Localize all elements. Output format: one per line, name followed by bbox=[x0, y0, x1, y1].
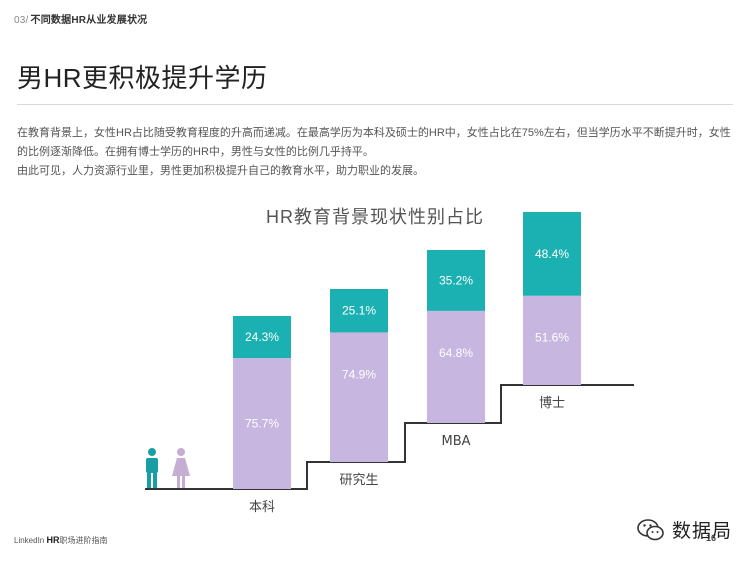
step-baseline bbox=[145, 384, 634, 490]
label-female-4: 51.6% bbox=[535, 331, 569, 345]
footer-brand-suffix: 职场进阶指南 bbox=[59, 536, 108, 545]
label-male-3: 35.2% bbox=[439, 273, 473, 287]
intro-paragraph-1: 在教育背景上，女性HR占比随受教育程度的升高而递减。在最高学历为本科及硕士的HR… bbox=[17, 127, 731, 158]
intro-text: 在教育背景上，女性HR占比随受教育程度的升高而递减。在最高学历为本科及硕士的HR… bbox=[17, 124, 737, 181]
label-male-4: 48.4% bbox=[535, 247, 569, 261]
bar-female-1 bbox=[233, 358, 291, 489]
footer-brand: LinkedIn HR职场进阶指南 bbox=[14, 535, 107, 546]
bar-male-1 bbox=[233, 316, 291, 359]
bar-male-2 bbox=[330, 289, 388, 333]
category-label-4: 博士 bbox=[539, 396, 565, 411]
bar-male-4 bbox=[523, 212, 581, 296]
label-female-3: 64.8% bbox=[439, 346, 473, 360]
label-female-1: 75.7% bbox=[245, 417, 279, 431]
section-breadcrumb: 03/不同数据HR从业发展状况 bbox=[14, 11, 147, 26]
category-label-1: 本科 bbox=[249, 500, 275, 515]
intro-paragraph-2: 由此可见，人力资源行业里，男性更加积极提升自己的教育水平，助力职业的发展。 bbox=[17, 165, 424, 177]
bar-female-3 bbox=[427, 310, 485, 423]
section-title: 不同数据HR从业发展状况 bbox=[30, 15, 148, 26]
footer-brand-hr: HR bbox=[46, 535, 60, 545]
watermark-text: 数据局 bbox=[672, 520, 733, 542]
watermark: 数据局 bbox=[636, 516, 732, 543]
bar-male-3 bbox=[427, 250, 485, 311]
footer-brand-prefix: LinkedIn bbox=[14, 536, 45, 545]
category-label-3: MBA bbox=[441, 434, 470, 449]
title-divider bbox=[17, 104, 733, 105]
label-male-1: 24.3% bbox=[245, 330, 279, 344]
bar-female-4 bbox=[523, 295, 581, 385]
category-label-2: 研究生 bbox=[339, 473, 378, 488]
female-icon bbox=[172, 448, 190, 488]
wechat-icon bbox=[637, 518, 664, 540]
page-number: 16 bbox=[706, 533, 717, 543]
male-icon bbox=[146, 448, 158, 488]
chart-title: HR教育背景现状性别占比 bbox=[266, 207, 484, 227]
page-title: 男HR更积极提升学历 bbox=[17, 63, 268, 93]
bar-female-2 bbox=[330, 332, 388, 462]
section-number: 03/ bbox=[14, 15, 29, 26]
label-male-2: 25.1% bbox=[342, 304, 376, 318]
label-female-2: 74.9% bbox=[342, 367, 376, 381]
